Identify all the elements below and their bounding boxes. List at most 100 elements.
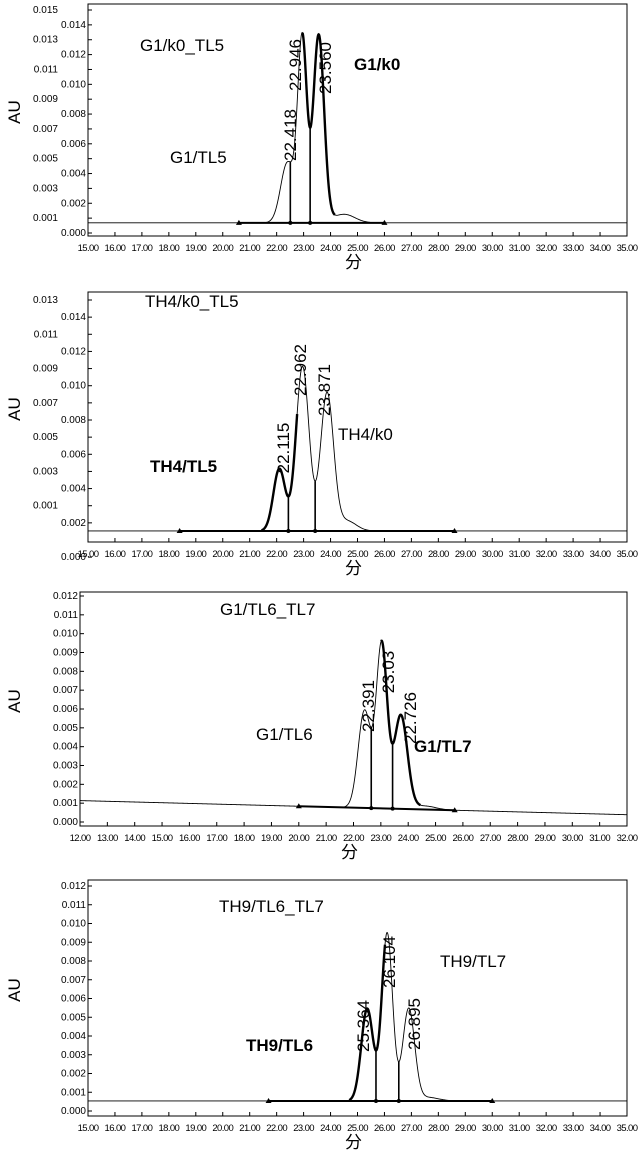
y-tick-label: 0.008 xyxy=(61,415,86,426)
x-tick-label: 21.00 xyxy=(239,549,260,560)
x-tick-label: 28.00 xyxy=(428,549,449,560)
x-axis-title: 分 xyxy=(345,1133,362,1152)
peak-retention-time: 25.364 xyxy=(354,1000,373,1052)
peak-retention-time: 23.03 xyxy=(379,651,398,694)
y-tick-label: 0.011 xyxy=(62,900,87,911)
x-tick-label: 19.00 xyxy=(261,833,282,844)
peak-name-label: TH4/k0_TL5 xyxy=(145,292,239,311)
y-tick-label: 0.004 xyxy=(61,1031,86,1042)
y-tick-label: 0.007 xyxy=(33,124,58,135)
peak-retention-time: 22.115 xyxy=(274,423,293,474)
y-tick-label: 0.008 xyxy=(61,109,86,120)
x-tick-label: 18.00 xyxy=(234,833,255,844)
y-tick-label: 0.009 xyxy=(33,94,58,105)
y-axis-title: AU xyxy=(5,689,24,713)
peak-name-label: G1/TL6 xyxy=(256,725,313,744)
y-tick-label: 0.009 xyxy=(61,937,86,948)
x-tick-label: 15.00 xyxy=(78,549,99,560)
y-axis-title: AU xyxy=(5,100,24,124)
x-tick-label: 28.00 xyxy=(428,243,449,254)
signal-trace xyxy=(80,641,627,815)
y-tick-label: 0.015 xyxy=(33,5,58,16)
y-axis-title: AU xyxy=(5,397,24,421)
y-tick-label: 0.007 xyxy=(61,975,86,986)
y-tick-label: 0.004 xyxy=(61,169,86,180)
peak-retention-time: 22.946 xyxy=(286,39,305,91)
y-tick-label: 0.005 xyxy=(33,154,58,165)
x-axis-title: 分 xyxy=(341,843,358,862)
peak-name-label: TH4/TL5 xyxy=(150,457,217,476)
chart-panel-2: 0.0130.0110.0090.0070.0050.0030.0010.014… xyxy=(5,292,638,578)
x-tick-label: 15.00 xyxy=(152,833,173,844)
plot-frame xyxy=(88,292,627,542)
y-tick-label: 0.003 xyxy=(33,183,58,194)
y-tick-label: 0.011 xyxy=(34,64,59,75)
valley-marker xyxy=(286,529,290,533)
y-tick-label: 0.005 xyxy=(53,723,78,734)
x-tick-label: 30.00 xyxy=(482,243,503,254)
x-tick-label: 31.00 xyxy=(509,1123,530,1134)
x-tick-label: 13.00 xyxy=(97,833,118,844)
x-tick-label: 35.00 xyxy=(617,243,638,254)
x-tick-label: 19.00 xyxy=(185,1123,206,1134)
valley-marker xyxy=(391,807,395,811)
x-tick-label: 26.00 xyxy=(374,549,395,560)
x-tick-label: 17.00 xyxy=(132,243,153,254)
chart-panel-1: 0.0150.0130.0110.0090.0070.0050.0030.001… xyxy=(5,4,638,272)
x-tick-label: 21.00 xyxy=(239,243,260,254)
y-tick-label: 0.002 xyxy=(53,779,78,790)
x-tick-label: 31.00 xyxy=(509,243,530,254)
x-tick-label: 20.00 xyxy=(212,243,233,254)
y-tick-label: 0.000 xyxy=(53,817,78,828)
y-tick-label: 0.006 xyxy=(61,994,86,1005)
x-tick-label: 19.00 xyxy=(185,243,206,254)
y-axis-title: AU xyxy=(5,978,24,1002)
signal-trace xyxy=(88,366,627,531)
x-tick-label: 34.00 xyxy=(590,243,611,254)
x-tick-label: 29.00 xyxy=(455,549,476,560)
y-tick-label: 0.012 xyxy=(53,591,78,602)
x-tick-label: 29.00 xyxy=(455,243,476,254)
x-tick-label: 22.00 xyxy=(266,549,287,560)
y-tick-label: 0.001 xyxy=(33,501,58,512)
peak-name-label: G1/TL5 xyxy=(170,148,227,167)
peak-retention-time: 22.726 xyxy=(401,692,420,744)
peak-retention-time: 22.962 xyxy=(291,344,310,396)
x-tick-label: 20.00 xyxy=(212,549,233,560)
x-tick-label: 31.00 xyxy=(509,549,530,560)
x-tick-label: 33.00 xyxy=(563,243,584,254)
x-tick-label: 18.00 xyxy=(158,1123,179,1134)
x-tick-label: 23.00 xyxy=(370,833,391,844)
x-tick-label: 21.00 xyxy=(239,1123,260,1134)
y-tick-label: 0.003 xyxy=(61,1050,86,1061)
valley-marker xyxy=(369,806,373,810)
x-tick-label: 24.00 xyxy=(398,833,419,844)
peak-name-label: TH9/TL7 xyxy=(440,952,506,971)
x-tick-label: 17.00 xyxy=(206,833,227,844)
y-tick-label: 0.006 xyxy=(61,449,86,460)
y-tick-label: 0.010 xyxy=(61,79,86,90)
y-tick-label: 0.002 xyxy=(61,1069,86,1080)
x-tick-label: 27.00 xyxy=(401,549,422,560)
x-tick-label: 15.00 xyxy=(78,243,99,254)
peak-name-label: TH4/k0 xyxy=(338,425,393,444)
y-tick-label: 0.009 xyxy=(33,364,58,375)
y-tick-label: 0.002 xyxy=(61,198,86,209)
peak-retention-time: 26.104 xyxy=(380,936,399,988)
x-tick-label: 22.00 xyxy=(266,1123,287,1134)
y-tick-label: 0.005 xyxy=(33,432,58,443)
y-tick-label: 0.001 xyxy=(33,213,58,224)
x-tick-label: 16.00 xyxy=(179,833,200,844)
peak-name-label: G1/TL6_TL7 xyxy=(220,600,315,619)
chart-panel-4: 0.0120.0110.0100.0090.0080.0070.0060.005… xyxy=(5,880,638,1152)
x-tick-label: 24.00 xyxy=(320,1123,341,1134)
x-tick-label: 27.00 xyxy=(480,833,501,844)
x-tick-label: 16.00 xyxy=(105,1123,126,1134)
x-tick-label: 19.00 xyxy=(185,549,206,560)
x-tick-label: 23.00 xyxy=(293,1123,314,1134)
x-tick-label: 32.00 xyxy=(617,833,638,844)
x-tick-label: 31.00 xyxy=(589,833,610,844)
valley-marker xyxy=(313,529,317,533)
y-tick-label: 0.008 xyxy=(61,956,86,967)
x-tick-label: 17.00 xyxy=(132,549,153,560)
